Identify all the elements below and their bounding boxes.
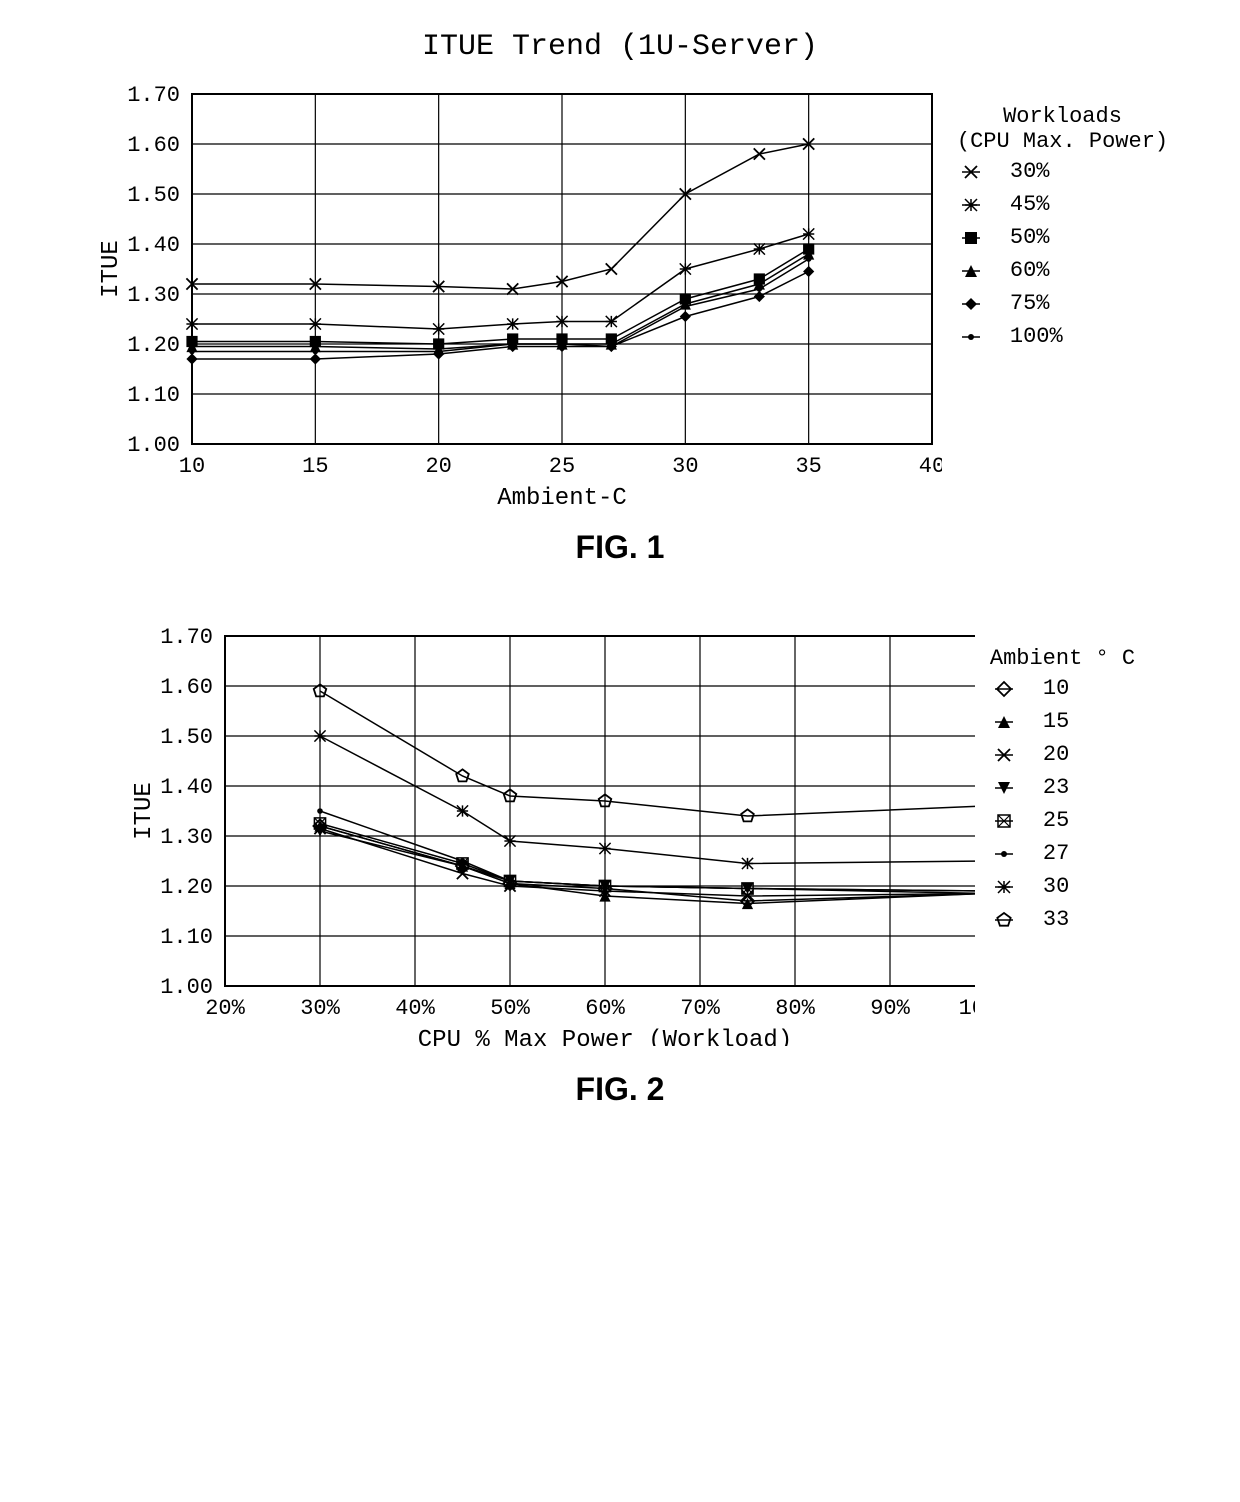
svg-text:1.10: 1.10 [160,925,213,950]
legend-label: 15 [1043,709,1069,734]
legend-marker-icon [990,712,1040,732]
legend-item: 100% [957,324,1168,349]
legend-label: 33 [1043,907,1069,932]
svg-text:15: 15 [302,454,328,479]
svg-text:1.00: 1.00 [160,975,213,1000]
legend-marker-icon [990,877,1040,897]
legend-label: 30% [1010,159,1050,184]
legend-label: 27 [1043,841,1069,866]
svg-text:1.70: 1.70 [127,83,180,108]
svg-text:1.60: 1.60 [160,675,213,700]
svg-text:1.20: 1.20 [127,333,180,358]
svg-text:ITUE: ITUE [131,782,158,840]
chart-1-wrapper: 10 15 20 25 30 35 40 1.00 1.10 1.20 1.30 1.40 1.50 1.… [30,74,1210,509]
legend-item: 60% [957,258,1168,283]
svg-text:1.40: 1.40 [127,233,180,258]
legend-label: 25 [1043,808,1069,833]
legend-item: 45% [957,192,1168,217]
chart-1-container: ITUE Trend (1U-Server) 10 15 20 25 30 35 40 1.0… [30,30,1210,566]
svg-text:1.20: 1.20 [160,875,213,900]
svg-text:70%: 70% [680,996,720,1021]
legend-marker-icon [990,811,1040,831]
legend-item: 20 [990,742,1135,767]
svg-text:40%: 40% [395,996,435,1021]
legend-label: 45% [1010,192,1050,217]
svg-text:60%: 60% [585,996,625,1021]
svg-text:1.60: 1.60 [127,133,180,158]
legend-label: 23 [1043,775,1069,800]
chart-1-fig-label: FIG. 1 [30,529,1210,566]
svg-text:1.50: 1.50 [127,183,180,208]
svg-text:ITUE: ITUE [98,240,125,298]
legend-label: 60% [1010,258,1050,283]
svg-text:35: 35 [795,454,821,479]
svg-text:50%: 50% [490,996,530,1021]
svg-text:1.40: 1.40 [160,775,213,800]
svg-text:30: 30 [672,454,698,479]
legend-item: 50% [957,225,1168,250]
legend-marker-icon [990,745,1040,765]
legend-item: 33 [990,907,1135,932]
legend-item: 25 [990,808,1135,833]
legend-label: 30 [1043,874,1069,899]
svg-text:1.10: 1.10 [127,383,180,408]
legend-marker-icon [957,261,1007,281]
chart-1-legend-title: Workloads(CPU Max. Power) [957,104,1168,154]
legend-marker-icon [957,327,1007,347]
chart-2-legend: Ambient ° C 10 15 20 23 25 27 30 33 [990,646,1135,940]
legend-item: 15 [990,709,1135,734]
chart-2-legend-title: Ambient ° C [990,646,1135,671]
svg-text:CPU % Max Power (Workload): CPU % Max Power (Workload) [418,1027,792,1046]
legend-marker-icon [990,910,1040,930]
chart-2-svg: 20%30%40%50%60%70%80%90%100%1.001.101.20… [105,616,975,1046]
svg-text:40: 40 [919,454,942,479]
chart-2-wrapper: 20%30%40%50%60%70%80%90%100%1.001.101.20… [30,616,1210,1051]
chart-1-plot-box: 10 15 20 25 30 35 40 1.00 1.10 1.20 1.30 1.40 1.50 1.… [72,74,942,509]
svg-text:10: 10 [179,454,205,479]
legend-marker-icon [957,195,1007,215]
svg-text:30%: 30% [300,996,340,1021]
chart-2-fig-label: FIG. 2 [30,1071,1210,1108]
chart-1-legend: Workloads(CPU Max. Power) 30% 45% 50% 60% 75… [957,104,1168,357]
chart-1-svg: 10 15 20 25 30 35 40 1.00 1.10 1.20 1.30 1.40 1.50 1.… [72,74,942,504]
svg-text:80%: 80% [775,996,815,1021]
svg-text:1.30: 1.30 [160,825,213,850]
svg-text:100%: 100% [958,996,974,1021]
legend-item: 30 [990,874,1135,899]
legend-item: 10 [990,676,1135,701]
legend-item: 30% [957,159,1168,184]
chart-1-title: ITUE Trend (1U-Server) [30,30,1210,64]
chart-2-plot-box: 20%30%40%50%60%70%80%90%100%1.001.101.20… [105,616,975,1051]
legend-marker-icon [990,679,1040,699]
legend-item: 23 [990,775,1135,800]
chart-1-legend-items: 30% 45% 50% 60% 75% 100% [957,159,1168,349]
svg-text:1.50: 1.50 [160,725,213,750]
svg-text:Ambient-C: Ambient-C [497,485,627,504]
svg-text:1.00: 1.00 [127,433,180,458]
svg-text:20: 20 [425,454,451,479]
legend-marker-icon [957,162,1007,182]
svg-text:1.30: 1.30 [127,283,180,308]
chart-2-legend-items: 10 15 20 23 25 27 30 33 [990,676,1135,932]
svg-text:1.70: 1.70 [160,625,213,650]
legend-label: 75% [1010,291,1050,316]
legend-label: 20 [1043,742,1069,767]
legend-marker-icon [957,294,1007,314]
legend-label: 50% [1010,225,1050,250]
legend-label: 10 [1043,676,1069,701]
svg-text:90%: 90% [870,996,910,1021]
legend-marker-icon [990,778,1040,798]
legend-item: 75% [957,291,1168,316]
legend-marker-icon [990,844,1040,864]
legend-label: 100% [1010,324,1063,349]
chart-2-container: 20%30%40%50%60%70%80%90%100%1.001.101.20… [30,616,1210,1108]
legend-item: 27 [990,841,1135,866]
legend-marker-icon [957,228,1007,248]
svg-text:25: 25 [549,454,575,479]
